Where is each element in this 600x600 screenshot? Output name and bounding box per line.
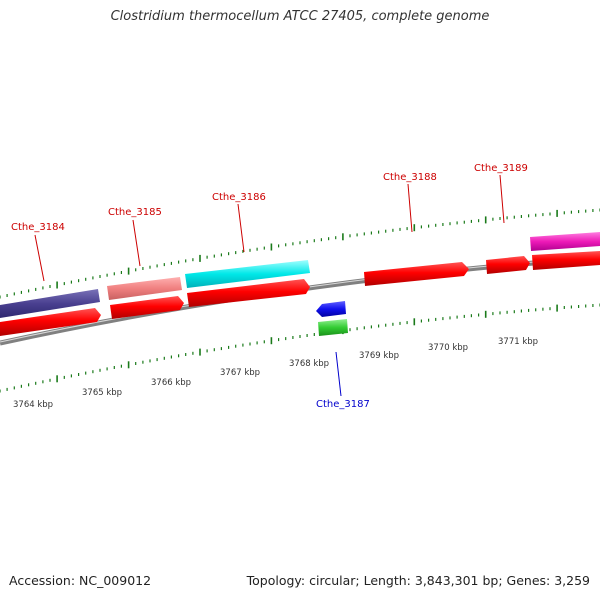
feature-outer-cyan — [185, 260, 310, 288]
gene-label-cthe-3184: Cthe_3184 — [11, 222, 65, 233]
gene-leader-lines — [34, 174, 505, 397]
feature-reverse-green — [318, 319, 348, 336]
scale-label-3771: 3771 kbp — [498, 337, 538, 347]
scale-labels: 3764 kbp 3765 kbp 3766 kbp 3767 kbp 3768… — [13, 337, 538, 410]
scale-label-3769: 3769 kbp — [359, 351, 399, 361]
gene-label-cthe-3189: Cthe_3189 — [474, 163, 528, 174]
gene-label-cthe-3187: Cthe_3187 — [316, 399, 370, 410]
scale-label-3768: 3768 kbp — [289, 359, 329, 369]
feature-outer-navy — [0, 289, 100, 318]
gene-arrow-cthe-3185[interactable] — [110, 296, 184, 319]
feature-outer-magenta — [530, 232, 600, 251]
gene-label-cthe-3188: Cthe_3188 — [383, 172, 437, 183]
gene-labels: Cthe_3184 Cthe_3185 Cthe_3186 Cthe_3188 … — [11, 163, 528, 410]
genome-summary-label: Topology: circular; Length: 3,843,301 bp… — [246, 573, 590, 588]
outer-tick-track — [0, 208, 600, 299]
feature-outer-pink — [107, 277, 182, 300]
gene-arrow-partial[interactable] — [532, 251, 600, 270]
gene-arrow-cthe-3186[interactable] — [187, 279, 310, 307]
gene-arrow-cthe-3187[interactable] — [316, 301, 346, 317]
gene-label-cthe-3185: Cthe_3185 — [108, 207, 162, 218]
accession-label: Accession: NC_009012 — [9, 573, 152, 588]
gene-arrow-cthe-3189[interactable] — [486, 256, 530, 274]
scale-label-3765: 3765 kbp — [82, 388, 122, 398]
gene-label-cthe-3186: Cthe_3186 — [212, 192, 266, 203]
map-title: Clostridium thermocellum ATCC 27405, com… — [110, 9, 490, 24]
inner-tick-track — [0, 303, 600, 393]
gene-arrow-cthe-3188[interactable] — [364, 262, 469, 286]
scale-label-3770: 3770 kbp — [428, 343, 468, 353]
scale-label-3767: 3767 kbp — [220, 368, 260, 378]
gene-arrow-cthe-3184[interactable] — [0, 308, 101, 336]
scale-label-3764: 3764 kbp — [13, 400, 53, 410]
scale-label-3766: 3766 kbp — [151, 378, 191, 388]
